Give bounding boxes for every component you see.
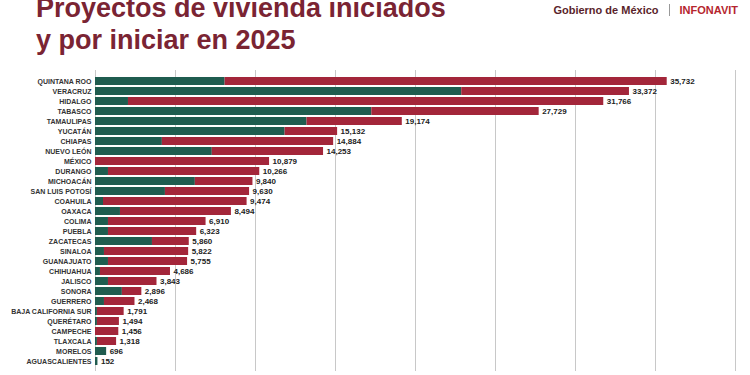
svg-text:1,456: 1,456 [122, 327, 143, 336]
svg-text:GUERRERO: GUERRERO [51, 298, 92, 305]
svg-text:2,896: 2,896 [145, 287, 166, 296]
svg-text:QUERÉTARO: QUERÉTARO [47, 317, 92, 326]
svg-text:9,630: 9,630 [253, 187, 274, 196]
svg-text:1,494: 1,494 [122, 317, 143, 326]
svg-text:ZACATECAS: ZACATECAS [49, 238, 92, 245]
svg-text:BAJA CALIFORNIA SUR: BAJA CALIFORNIA SUR [11, 308, 91, 315]
svg-text:TABASCO: TABASCO [57, 108, 92, 115]
svg-text:14,253: 14,253 [327, 147, 352, 156]
svg-text:8,494: 8,494 [234, 207, 255, 216]
svg-text:27,729: 27,729 [542, 107, 567, 116]
html-text:y por iniciar en 2025: y por iniciar en 2025 [36, 25, 296, 55]
svg-text:MÉXICO: MÉXICO [64, 157, 92, 165]
svg-text:TLAXCALA: TLAXCALA [54, 338, 92, 345]
svg-text:5,755: 5,755 [191, 257, 212, 266]
svg-text:SINALOA: SINALOA [60, 248, 92, 255]
svg-text:15,132: 15,132 [341, 127, 366, 136]
svg-text:5,860: 5,860 [192, 237, 213, 246]
svg-text:PUEBLA: PUEBLA [63, 228, 92, 235]
svg-text:CHIHUAHUA: CHIHUAHUA [49, 268, 91, 275]
svg-text:1,318: 1,318 [120, 337, 141, 346]
svg-text:3,843: 3,843 [160, 277, 181, 286]
svg-text:152: 152 [101, 357, 115, 366]
svg-text:6,323: 6,323 [200, 227, 221, 236]
svg-text:COLIMA: COLIMA [64, 218, 92, 225]
svg-text:AGUASCALIENTES: AGUASCALIENTES [27, 358, 92, 365]
svg-text:31,766: 31,766 [607, 97, 632, 106]
svg-text:2,468: 2,468 [138, 297, 159, 306]
html-text:Gobierno de México: Gobierno de México [553, 4, 659, 16]
svg-text:TAMAULIPAS: TAMAULIPAS [47, 118, 92, 125]
svg-text:14,884: 14,884 [337, 137, 362, 146]
svg-text:GUANAJUATO: GUANAJUATO [43, 258, 92, 265]
svg-text:35,732: 35,732 [670, 77, 695, 86]
svg-text:YUCATÁN: YUCATÁN [58, 127, 92, 135]
svg-text:19,174: 19,174 [405, 117, 430, 126]
svg-text:DURANGO: DURANGO [55, 168, 92, 175]
svg-text:OAXACA: OAXACA [61, 208, 91, 215]
svg-text:4,686: 4,686 [173, 267, 194, 276]
svg-text:CAMPECHE: CAMPECHE [51, 328, 91, 335]
svg-text:9,474: 9,474 [250, 197, 271, 206]
svg-text:33,372: 33,372 [632, 87, 657, 96]
html-text:INFONAVIT: INFONAVIT [679, 4, 738, 16]
svg-text:QUINTANA ROO: QUINTANA ROO [37, 78, 92, 86]
svg-text:SAN LUIS POTOSÍ: SAN LUIS POTOSÍ [31, 187, 93, 195]
svg-text:9,840: 9,840 [256, 177, 277, 186]
svg-text:10,266: 10,266 [263, 167, 288, 176]
svg-text:5,822: 5,822 [192, 247, 213, 256]
svg-text:696: 696 [110, 347, 124, 356]
svg-text:JALISCO: JALISCO [61, 278, 92, 285]
svg-text:COAHUILA: COAHUILA [55, 198, 92, 205]
svg-text:MICHOACÁN: MICHOACÁN [48, 177, 92, 185]
svg-text:10,879: 10,879 [273, 157, 298, 166]
svg-text:NUEVO LEÓN: NUEVO LEÓN [45, 147, 91, 155]
svg-text:MORELOS: MORELOS [56, 348, 92, 355]
svg-text:CHIAPAS: CHIAPAS [61, 138, 92, 145]
svg-text:HIDALGO: HIDALGO [59, 98, 92, 105]
svg-text:6,910: 6,910 [209, 217, 230, 226]
svg-text:1,791: 1,791 [127, 307, 148, 316]
svg-text:SONORA: SONORA [61, 288, 92, 295]
svg-text:VERACRUZ: VERACRUZ [53, 88, 93, 95]
